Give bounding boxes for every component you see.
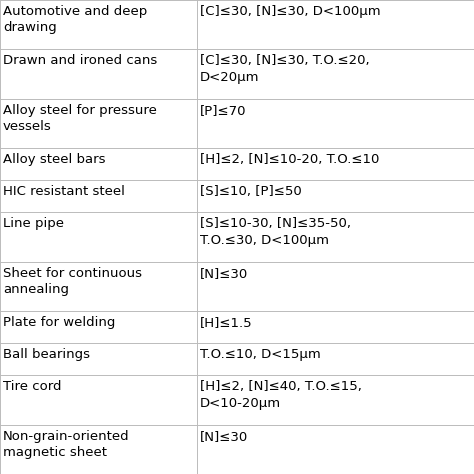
Text: [P]≤70: [P]≤70 [200,104,246,117]
Text: Plate for welding: Plate for welding [3,316,115,329]
Text: [N]≤30: [N]≤30 [200,430,248,443]
Text: Line pipe: Line pipe [3,218,64,230]
Text: [S]≤10-30, [N]≤35-50,
T.O.≤30, D<100μm: [S]≤10-30, [N]≤35-50, T.O.≤30, D<100μm [200,218,351,247]
Text: [S]≤10, [P]≤50: [S]≤10, [P]≤50 [200,185,301,198]
Text: Alloy steel bars: Alloy steel bars [3,153,106,166]
Text: [H]≤2, [N]≤10-20, T.O.≤10: [H]≤2, [N]≤10-20, T.O.≤10 [200,153,379,166]
Text: [H]≤1.5: [H]≤1.5 [200,316,252,329]
Text: [N]≤30: [N]≤30 [200,267,248,280]
Text: Ball bearings: Ball bearings [3,348,90,361]
Text: [C]≤30, [N]≤30, D<100μm: [C]≤30, [N]≤30, D<100μm [200,5,380,18]
Text: HIC resistant steel: HIC resistant steel [3,185,125,198]
Text: Automotive and deep
drawing: Automotive and deep drawing [3,5,147,35]
Text: [C]≤30, [N]≤30, T.O.≤20,
D<20μm: [C]≤30, [N]≤30, T.O.≤20, D<20μm [200,55,369,84]
Text: Non-grain-oriented
magnetic sheet: Non-grain-oriented magnetic sheet [3,430,129,459]
Text: Tire cord: Tire cord [3,381,62,393]
Text: Sheet for continuous
annealing: Sheet for continuous annealing [3,267,142,296]
Text: T.O.≤10, D<15μm: T.O.≤10, D<15μm [200,348,320,361]
Text: Drawn and ironed cans: Drawn and ironed cans [3,55,157,67]
Text: Alloy steel for pressure
vessels: Alloy steel for pressure vessels [3,104,157,133]
Text: [H]≤2, [N]≤40, T.O.≤15,
D<10-20μm: [H]≤2, [N]≤40, T.O.≤15, D<10-20μm [200,381,362,410]
